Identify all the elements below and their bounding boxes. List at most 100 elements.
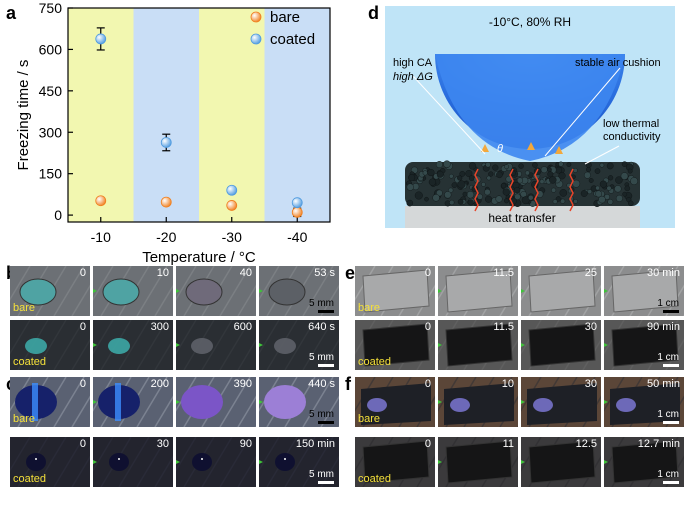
sequence-arrow-icon <box>521 287 525 295</box>
photo-frame: 30 min 1 cm <box>604 266 684 316</box>
sequence-arrow-icon <box>438 398 442 406</box>
y-tick-label-300: 300 <box>39 124 63 140</box>
annotation-lines <box>412 67 621 165</box>
scale-bar: 5 mm <box>309 352 334 367</box>
sample-plate <box>362 269 430 313</box>
droplet <box>264 385 306 419</box>
time-label: 0 <box>424 438 431 450</box>
droplet <box>192 453 212 471</box>
droplet <box>102 278 140 306</box>
droplet <box>181 385 223 419</box>
photo-frame: 10 <box>438 377 518 427</box>
sample-label: coated <box>13 473 47 485</box>
sequence-arrow-icon <box>259 458 263 466</box>
sample-plate <box>527 383 597 425</box>
low-thermal-label: low thermal <box>603 118 659 130</box>
x-tick-label--30: -30 <box>222 229 242 245</box>
sample-plate <box>362 440 430 484</box>
sequence-arrow-icon <box>259 341 263 349</box>
time-label: 200 <box>150 378 169 390</box>
time-label: 0 <box>79 321 86 333</box>
scale-bar: 1 cm <box>657 409 679 424</box>
scale-bar: 5 mm <box>309 409 334 424</box>
photo-frame: 0 bare <box>10 266 90 316</box>
panel-f-label: f <box>345 374 351 394</box>
droplet <box>268 278 306 306</box>
time-label: 300 <box>150 321 169 333</box>
time-label: 0 <box>424 321 431 333</box>
air-cushion-label: stable air cushion <box>575 57 661 69</box>
time-label: 30 min <box>646 267 680 279</box>
time-label: 90 min <box>646 321 680 333</box>
droplet <box>19 278 57 306</box>
photo-frame: 150 min 5 mm <box>259 437 339 487</box>
scale-bar: 5 mm <box>309 298 334 313</box>
condition-label: -10°C, 80% RH <box>489 15 571 29</box>
droplet <box>191 338 213 354</box>
sample-label: coated <box>358 473 392 485</box>
sample-plate <box>444 383 514 425</box>
bare-point--30 <box>226 200 238 211</box>
y-tick-label-600: 600 <box>39 41 63 57</box>
legend-label-bare: bare <box>270 9 300 26</box>
band--40 <box>264 8 330 222</box>
droplet <box>109 453 129 471</box>
panel-e-label: e <box>345 263 356 283</box>
photo-frame: 0 bare <box>355 377 435 427</box>
time-label: 600 <box>233 321 252 333</box>
photo-frame: 25 <box>521 266 601 316</box>
time-label: 640 s <box>308 321 335 333</box>
time-label: 12.7 min <box>637 438 680 450</box>
photo-frame: 0 bare <box>355 266 435 316</box>
x-tick-label--10: -10 <box>91 229 111 245</box>
theta-label: θ <box>497 143 503 155</box>
droplet <box>533 398 553 412</box>
sample-plate <box>445 323 513 367</box>
sequence-arrow-icon <box>176 341 180 349</box>
sample-label: bare <box>358 302 381 314</box>
sample-plate <box>528 323 596 367</box>
time-label: 40 <box>239 267 252 279</box>
legend-marker-coated <box>250 33 262 45</box>
time-label: 53 s <box>314 267 335 279</box>
panel-a-label: a <box>6 3 17 23</box>
photo-frame: 30 <box>521 377 601 427</box>
time-label: 11.5 <box>493 267 514 279</box>
sequence-arrow-icon <box>604 287 608 295</box>
sample-plate <box>528 269 596 313</box>
sequence-arrow-icon <box>93 341 97 349</box>
time-label: 30 <box>584 321 597 333</box>
sample-plate <box>362 323 430 367</box>
scale-bar: 1 cm <box>657 469 679 484</box>
y-tick-label-450: 450 <box>39 83 63 99</box>
heat-transfer-label: heat transfer <box>488 211 555 225</box>
high-ca-label: high CA <box>393 57 433 69</box>
scale-bar: 5 mm <box>309 469 334 484</box>
photo-frame: 40 <box>176 266 256 316</box>
photo-frame: 0 bare <box>10 377 90 427</box>
bare-point--40 <box>291 206 303 218</box>
sequence-arrow-icon <box>604 398 608 406</box>
sequence-arrow-icon <box>604 458 608 466</box>
photo-frame: 11 <box>438 437 518 487</box>
panel-e-coated-row: 0 coated 11.5 30 90 min 1 cm <box>355 320 684 370</box>
sample-label: bare <box>13 302 36 314</box>
sequence-arrow-icon <box>438 458 442 466</box>
sample-plate <box>445 440 513 484</box>
legend-marker-bare <box>250 11 262 23</box>
droplet <box>25 338 47 354</box>
time-label: 0 <box>79 378 86 390</box>
time-label: 0 <box>79 267 86 279</box>
sample-plate <box>610 383 680 425</box>
bare-point--10 <box>95 195 107 207</box>
sequence-arrow-icon <box>438 341 442 349</box>
time-label: 0 <box>79 438 86 450</box>
droplet <box>450 398 470 412</box>
panel-c-bare-row: 0 bare 200 390 440 s 5 mm <box>10 377 339 427</box>
droplet <box>108 338 130 354</box>
photo-frame: 90 <box>176 437 256 487</box>
time-label: 390 <box>233 378 252 390</box>
time-label: 90 <box>239 438 252 450</box>
panel-f-bare-row: 0 bare 10 30 50 min 1 cm <box>355 377 684 427</box>
panel-d-label: d <box>368 3 379 23</box>
